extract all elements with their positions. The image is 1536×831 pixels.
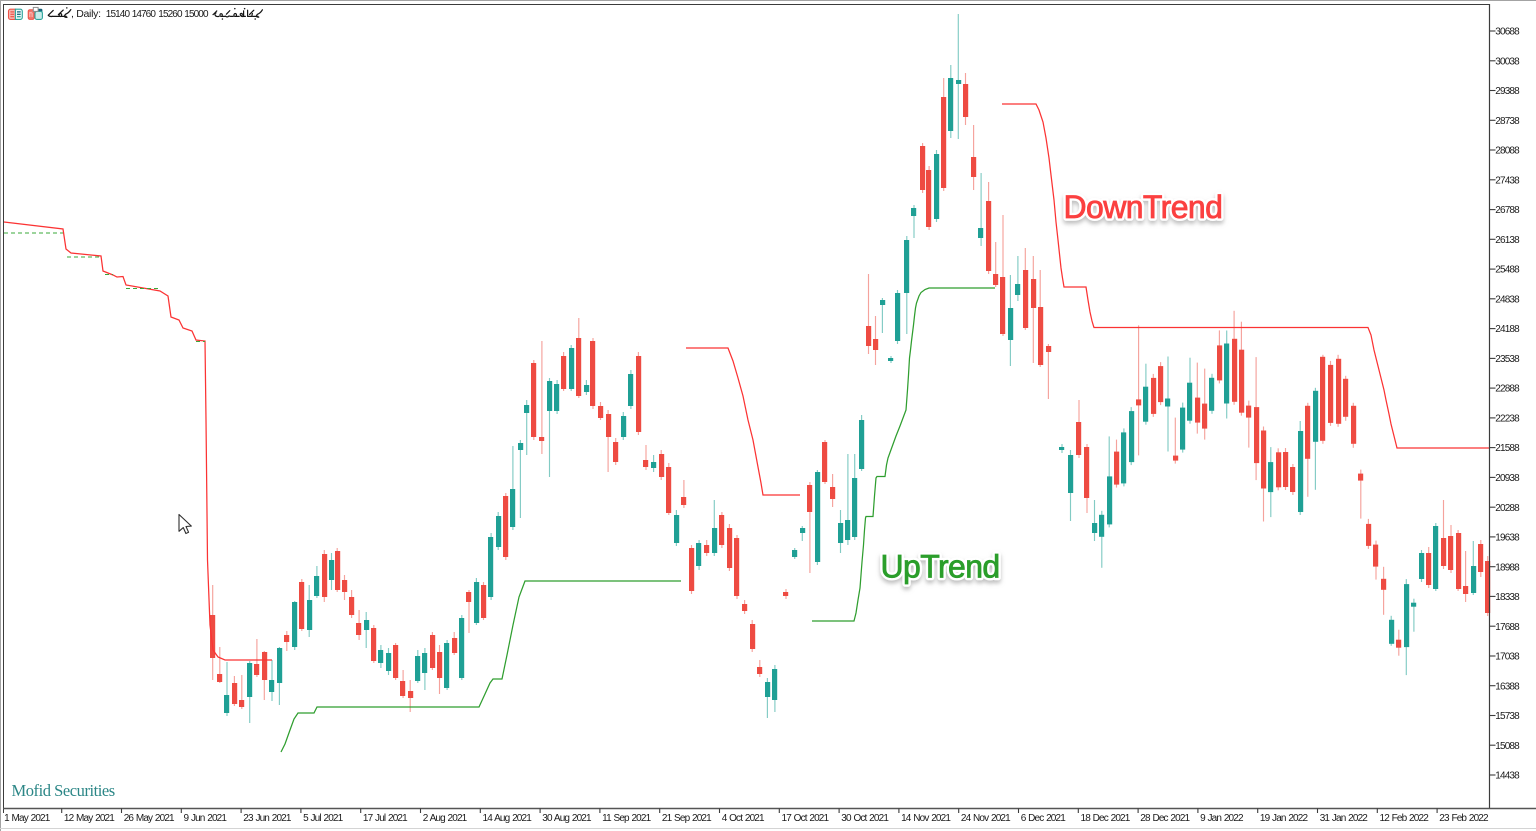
svg-text:29388: 29388 xyxy=(1495,86,1520,97)
svg-text:19 Jan 2022: 19 Jan 2022 xyxy=(1260,813,1309,824)
svg-text:2 Aug 2021: 2 Aug 2021 xyxy=(423,813,468,824)
svg-text:28088: 28088 xyxy=(1495,146,1520,157)
svg-text:24188: 24188 xyxy=(1495,324,1520,335)
svg-text:27438: 27438 xyxy=(1495,175,1520,186)
svg-text:28 Dec 2021: 28 Dec 2021 xyxy=(1140,813,1190,824)
svg-text:14438: 14438 xyxy=(1495,771,1520,782)
svg-text:15260: 15260 xyxy=(158,9,183,20)
svg-text:22238: 22238 xyxy=(1495,414,1520,425)
svg-text:23 Feb 2022: 23 Feb 2022 xyxy=(1439,813,1489,824)
svg-text:1 May 2021: 1 May 2021 xyxy=(4,813,51,824)
svg-text:16388: 16388 xyxy=(1495,681,1520,692)
svg-text:30688: 30688 xyxy=(1495,27,1520,38)
svg-text:14 Aug 2021: 14 Aug 2021 xyxy=(483,813,533,824)
svg-text:9 Jun 2021: 9 Jun 2021 xyxy=(184,813,228,824)
svg-text:18338: 18338 xyxy=(1495,592,1520,603)
svg-text:21 Sep 2021: 21 Sep 2021 xyxy=(662,813,712,824)
svg-text:23538: 23538 xyxy=(1495,354,1520,365)
svg-text:18988: 18988 xyxy=(1495,562,1520,573)
svg-text:17688: 17688 xyxy=(1495,622,1520,633)
svg-text:17038: 17038 xyxy=(1495,652,1520,663)
svg-text:, Daily:: , Daily: xyxy=(71,8,101,20)
svg-text:17 Jul 2021: 17 Jul 2021 xyxy=(363,813,408,824)
svg-text:UpTrend: UpTrend xyxy=(881,549,1000,585)
svg-text:26 May 2021: 26 May 2021 xyxy=(124,813,175,824)
svg-text:21588: 21588 xyxy=(1495,443,1520,454)
svg-text:9 Jan 2022: 9 Jan 2022 xyxy=(1200,813,1244,824)
svg-text:15140: 15140 xyxy=(106,9,131,20)
svg-text:Mofid Securities: Mofid Securities xyxy=(12,781,115,800)
svg-text:26138: 26138 xyxy=(1495,235,1520,246)
svg-text:20938: 20938 xyxy=(1495,473,1520,484)
svg-text:24838: 24838 xyxy=(1495,294,1520,305)
svg-text:12 Feb 2022: 12 Feb 2022 xyxy=(1380,813,1430,824)
svg-text:26788: 26788 xyxy=(1495,205,1520,216)
svg-text:17 Oct 2021: 17 Oct 2021 xyxy=(782,813,830,824)
svg-text:30 Oct 2021: 30 Oct 2021 xyxy=(841,813,889,824)
svg-text:19638: 19638 xyxy=(1495,533,1520,544)
svg-text:30 Aug 2021: 30 Aug 2021 xyxy=(542,813,592,824)
svg-text:14760: 14760 xyxy=(132,9,157,20)
svg-text:4 Oct 2021: 4 Oct 2021 xyxy=(722,813,765,824)
svg-text:14 Nov 2021: 14 Nov 2021 xyxy=(901,813,951,824)
svg-text:30038: 30038 xyxy=(1495,56,1520,67)
svg-text:15738: 15738 xyxy=(1495,711,1520,722)
svg-text:18 Dec 2021: 18 Dec 2021 xyxy=(1081,813,1131,824)
svg-text:31 Jan 2022: 31 Jan 2022 xyxy=(1320,813,1369,824)
svg-text:25488: 25488 xyxy=(1495,265,1520,276)
svg-text:20288: 20288 xyxy=(1495,503,1520,514)
svg-text:15000: 15000 xyxy=(184,9,209,20)
svg-text:24 Nov 2021: 24 Nov 2021 xyxy=(961,813,1011,824)
svg-text:28738: 28738 xyxy=(1495,116,1520,127)
svg-text:UpTrend: UpTrend xyxy=(881,549,1000,585)
svg-text:22888: 22888 xyxy=(1495,384,1520,395)
svg-text:11 Sep 2021: 11 Sep 2021 xyxy=(602,813,652,824)
svg-text:15088: 15088 xyxy=(1495,741,1520,752)
svg-text:DownTrend: DownTrend xyxy=(1064,189,1223,225)
svg-text:12 May 2021: 12 May 2021 xyxy=(64,813,115,824)
svg-text:DownTrend: DownTrend xyxy=(1064,189,1223,225)
svg-text:23 Jun 2021: 23 Jun 2021 xyxy=(243,813,292,824)
svg-text:6 Dec 2021: 6 Dec 2021 xyxy=(1021,813,1067,824)
svg-text:5 Jul 2021: 5 Jul 2021 xyxy=(303,813,344,824)
